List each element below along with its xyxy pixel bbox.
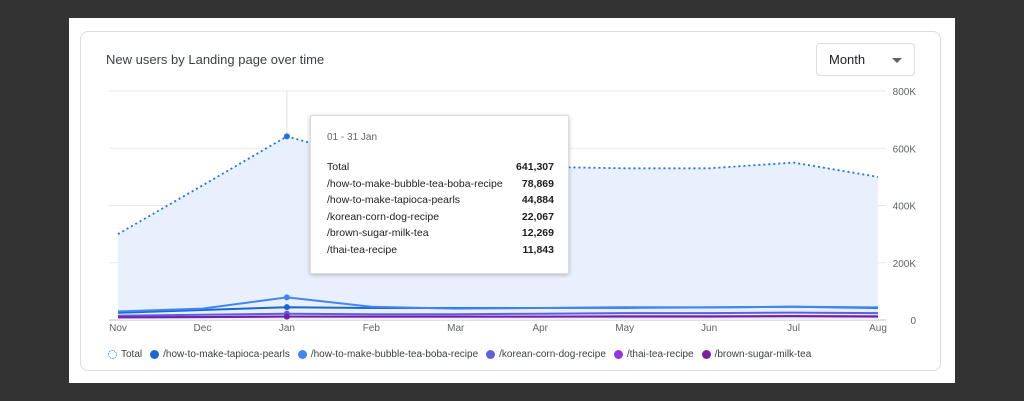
legend-label: /thai-tea-recipe	[626, 349, 694, 360]
legend-label: /korean-corn-dog-recipe	[499, 349, 606, 360]
x-tick-label: Jan	[279, 323, 295, 334]
legend-label: /how-to-make-tapioca-pearls	[163, 349, 290, 360]
tooltip-row-value: 22,067	[521, 210, 554, 223]
x-tick-label: Jun	[701, 323, 717, 334]
legend-item[interactable]: /korean-corn-dog-recipe	[486, 349, 606, 360]
tooltip-row: /how-to-make-bubble-tea-boba-recipe 78,86…	[327, 178, 554, 195]
series-line	[117, 296, 879, 313]
tooltip-row-value: 44,884	[521, 194, 554, 206]
x-tick-label: Aug	[869, 323, 887, 334]
y-tick-label: 600K	[893, 144, 917, 155]
legend-item[interactable]: /how-to-make-bubble-tea-boba-recipe	[297, 349, 479, 360]
hover-point	[283, 294, 290, 301]
tooltip-row: /korean-corn-dog-recipe 22,067	[327, 211, 554, 228]
tooltip-rows: Total 641,307/how-to-make-bubble-tea-boba…	[327, 161, 554, 260]
series-line-total	[117, 135, 879, 235]
legend-label: /brown-sugar-milk-tea	[714, 349, 812, 360]
tooltip-row: Total 641,307	[327, 161, 554, 178]
x-tick-label: Feb	[363, 323, 381, 334]
tooltip-row-label: /thai-tea-recipe	[327, 243, 398, 256]
tooltip-row-value: 12,269	[521, 227, 554, 239]
tooltip-row: /thai-tea-recipe 11,843	[327, 244, 554, 261]
tooltip-row-label: /how-to-make-bubble-tea-boba-recipe	[327, 177, 503, 190]
tooltip-row: /how-to-make-tapioca-pearls 44,884	[327, 194, 554, 211]
x-tick-label: Mar	[447, 323, 465, 334]
legend-dot-icon	[150, 350, 160, 359]
tooltip-row-value: 11,843	[522, 243, 554, 256]
legend-item[interactable]: /brown-sugar-milk-tea	[701, 349, 812, 360]
hover-point	[283, 313, 290, 320]
tooltip-row-label: /brown-sugar-milk-tea	[327, 227, 429, 239]
y-tick-label: 0	[910, 316, 916, 327]
chevron-down-icon	[892, 58, 902, 63]
legend-dot-icon	[297, 350, 307, 359]
x-tick-label: Jul	[787, 323, 800, 334]
legend-dot-icon	[701, 350, 711, 359]
x-tick-label: Dec	[194, 323, 212, 334]
legend-dot-icon	[108, 350, 117, 359]
legend-item[interactable]: /how-to-make-tapioca-pearls	[150, 349, 290, 360]
period-select[interactable]: Month	[816, 43, 915, 76]
x-tick-label: Nov	[109, 323, 127, 334]
legend-dot-icon	[613, 350, 623, 359]
legend-label: Total	[121, 349, 143, 360]
legend-label: /how-to-make-bubble-tea-boba-recipe	[310, 349, 479, 360]
tooltip-date: 01 - 31 Jan	[327, 132, 378, 143]
legend-item[interactable]: /thai-tea-recipe	[613, 349, 694, 360]
tooltip-row-label: /how-to-make-tapioca-pearls	[327, 194, 461, 206]
legend-item[interactable]: Total	[108, 349, 142, 360]
hover-point	[283, 133, 290, 140]
chart-legend: Total/how-to-make-tapioca-pearls/how-to-…	[108, 349, 819, 360]
x-tick-label: Apr	[532, 323, 548, 334]
series-line	[117, 315, 879, 319]
legend-dot-icon	[486, 350, 496, 359]
chart-tooltip: 01 - 31 Jan Total 641,307/how-to-make-bub…	[310, 115, 569, 274]
series-line	[117, 311, 879, 317]
y-tick-label: 200K	[893, 259, 917, 270]
period-select-value: Month	[829, 52, 866, 67]
tooltip-row-label: /korean-corn-dog-recipe	[327, 210, 440, 223]
y-tick-label: 800K	[893, 87, 917, 98]
tooltip-row: /brown-sugar-milk-tea 12,269	[327, 227, 554, 244]
tooltip-row-value: 78,869	[521, 177, 554, 190]
x-tick-label: May	[615, 323, 634, 334]
tooltip-row-value: 641,307	[516, 161, 554, 173]
card-title: New users by Landing page over time	[106, 52, 325, 67]
y-tick-label: 400K	[893, 202, 917, 213]
tooltip-row-label: Total	[327, 161, 350, 173]
hover-point	[283, 304, 290, 311]
